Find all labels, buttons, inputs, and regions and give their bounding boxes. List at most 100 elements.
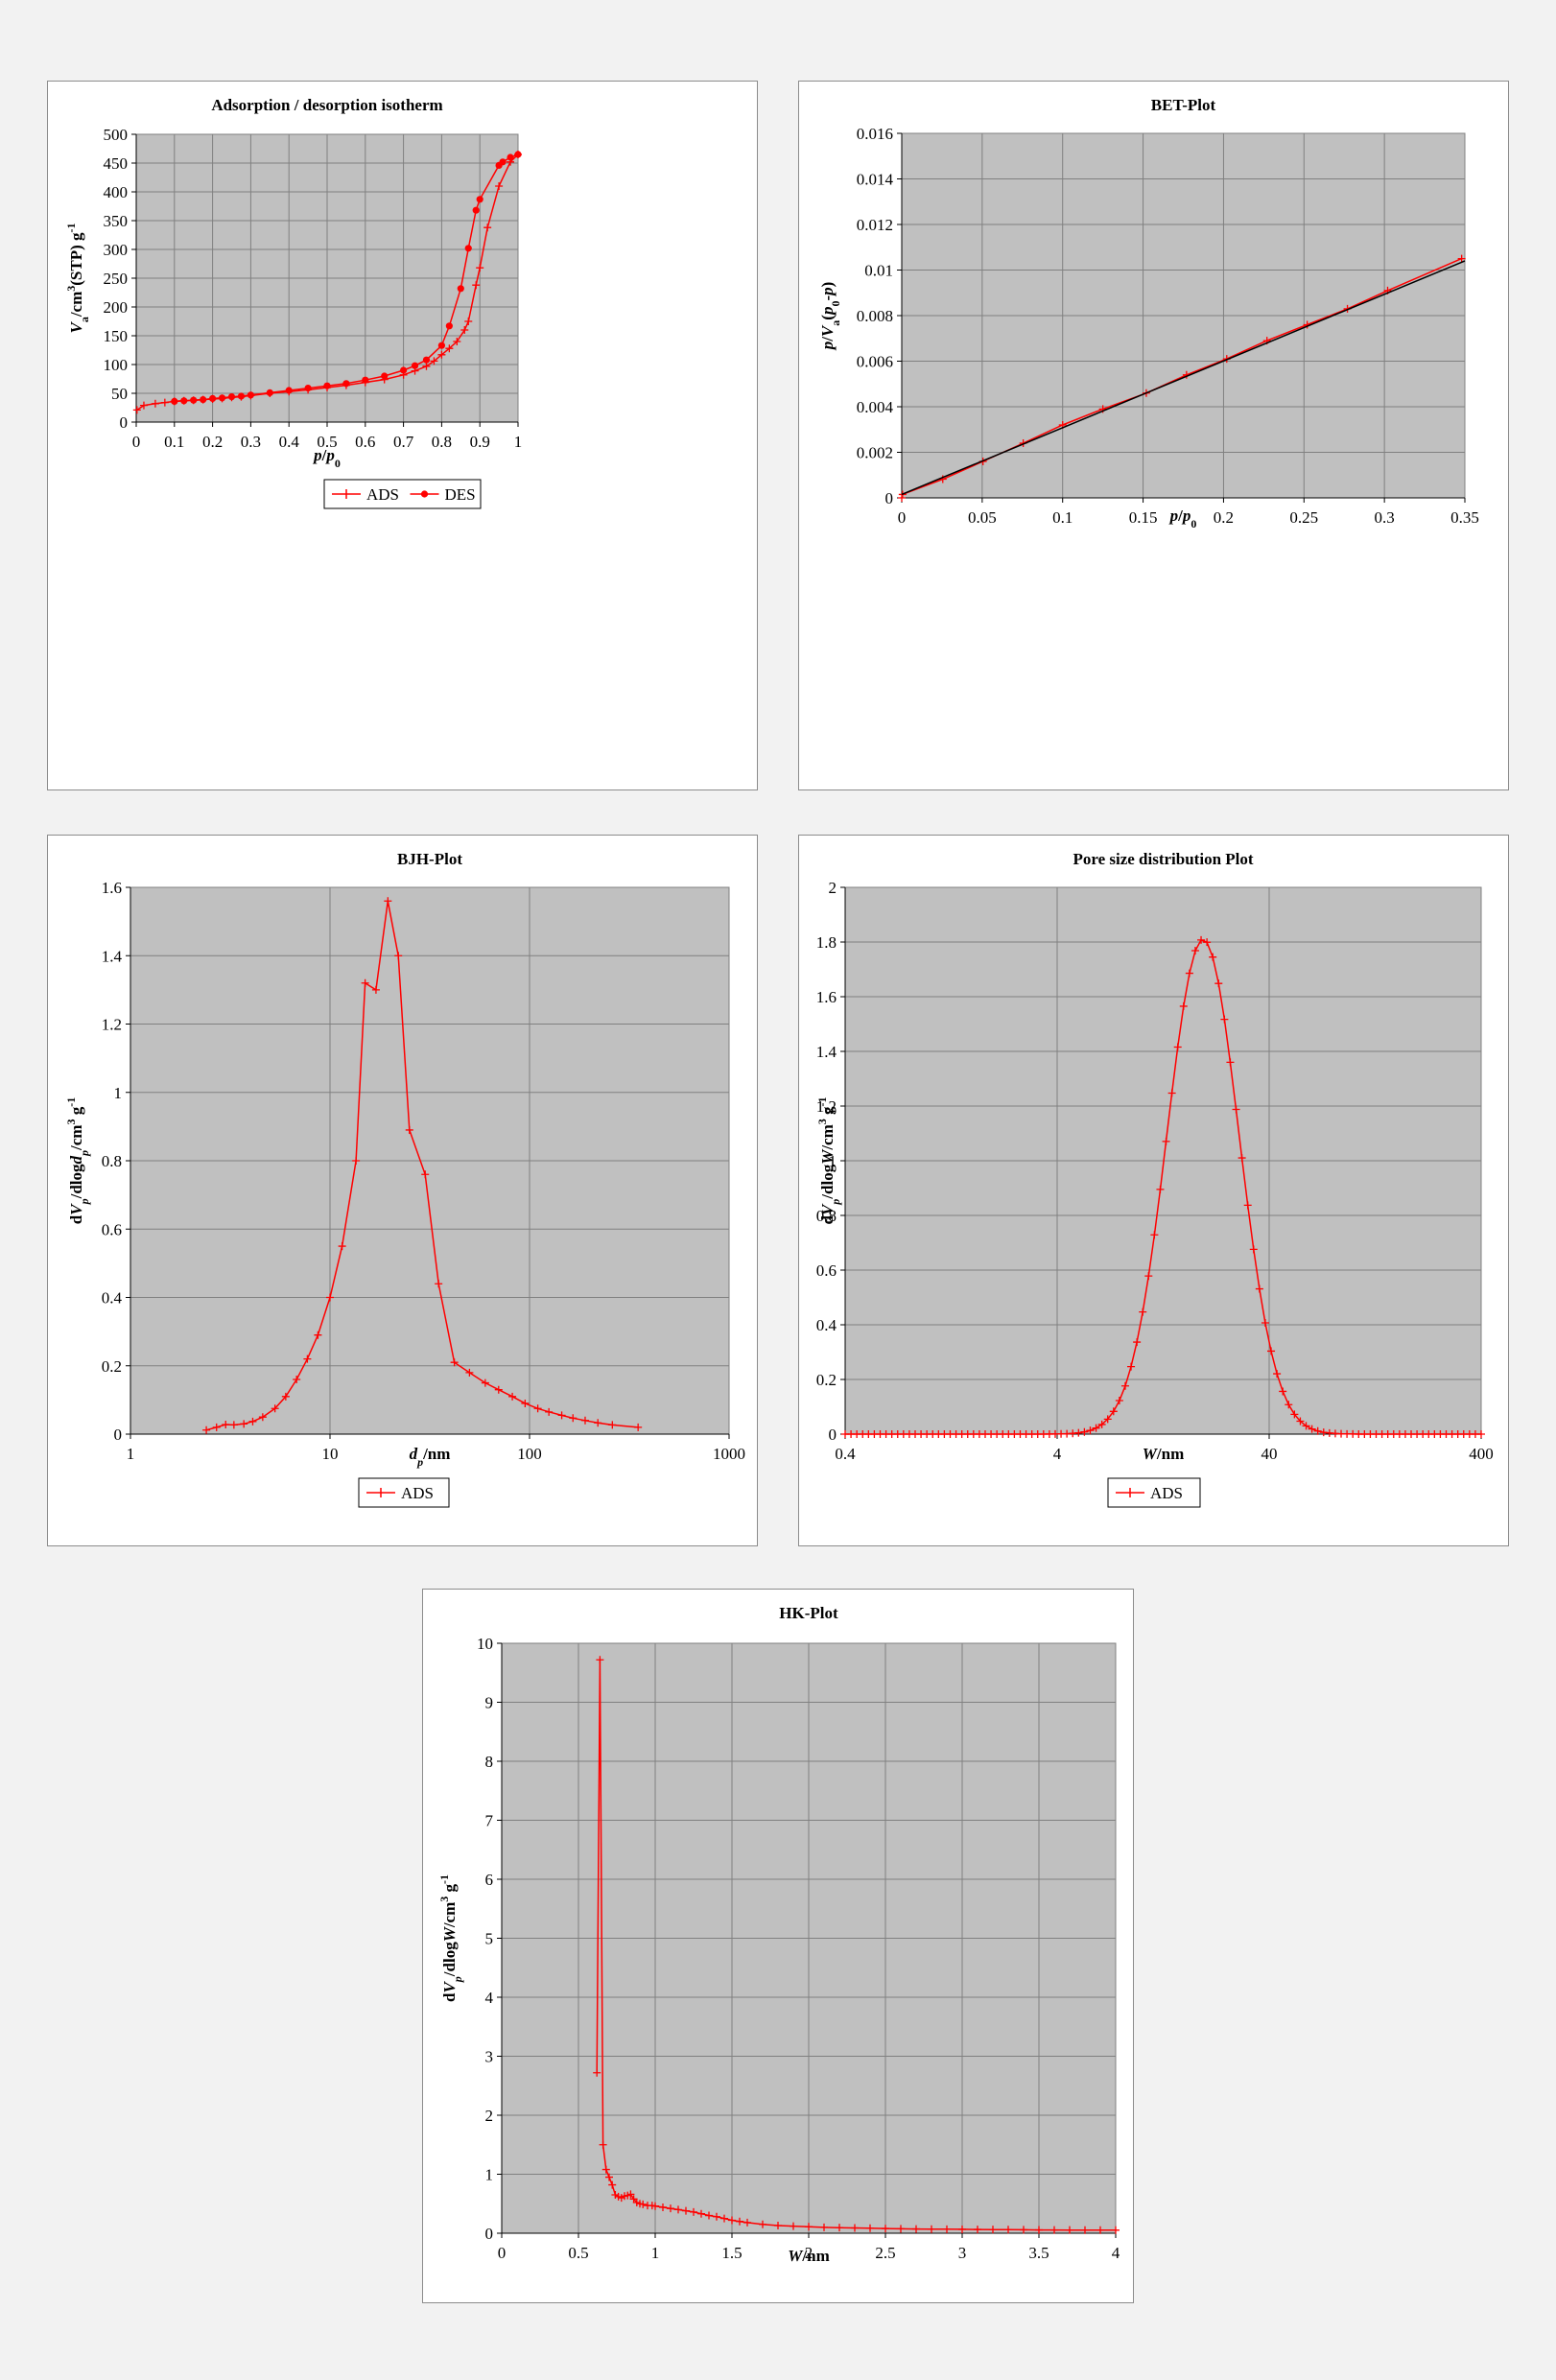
y-tick-label: 1.8	[816, 933, 837, 952]
xlabel-label: p/p0	[1168, 507, 1197, 530]
bet-chart: BET-Plot 0 0.05 0.1 0.15 0.2 0.25 0.3 0.35 0 0.002…	[818, 96, 1479, 530]
y-tick-label: 4	[485, 1989, 494, 2007]
data-point	[514, 151, 522, 158]
x-tick-label: 0.4	[279, 433, 300, 451]
legend-label: ADS	[1150, 1484, 1183, 1502]
data-point	[437, 350, 446, 359]
x-tick-label: 0.5	[568, 2244, 588, 2262]
data-point	[1313, 1426, 1322, 1435]
data-point	[464, 245, 472, 252]
data-point	[218, 394, 226, 402]
data-point	[705, 2211, 713, 2220]
data-point	[285, 387, 293, 394]
data-point	[1249, 1245, 1258, 1254]
data-point	[240, 1420, 248, 1428]
x-tick-label: 0.2	[202, 433, 223, 451]
data-point	[790, 2222, 797, 2230]
legend-marker	[420, 490, 429, 498]
data-point	[1004, 2226, 1012, 2234]
y-tick-label: 250	[104, 270, 129, 288]
data-point	[1203, 938, 1212, 947]
xlabel-label: p/p0	[312, 446, 341, 470]
y-tick-label: 1.4	[102, 947, 123, 965]
xlabel-label: W/nm	[1143, 1445, 1184, 1463]
data-point	[293, 1376, 301, 1383]
data-point	[1050, 2226, 1058, 2234]
y-tick-label: 10	[477, 1635, 493, 1653]
data-point	[545, 1407, 554, 1416]
data-point	[759, 2220, 766, 2228]
data-point	[1226, 1058, 1235, 1067]
data-point	[1035, 2226, 1043, 2234]
x-tick-label: 0.1	[1052, 508, 1073, 527]
data-point	[202, 1426, 211, 1434]
chart-title: Pore size distribution Plot	[1073, 850, 1253, 868]
data-point	[304, 385, 312, 392]
data-point	[594, 1419, 602, 1427]
data-point	[569, 1414, 578, 1423]
y-tick-label: 500	[104, 126, 129, 144]
data-point	[453, 338, 461, 345]
y-tick-label: 0.8	[102, 1152, 122, 1170]
data-point	[912, 2225, 920, 2233]
y-tick-label: 0.016	[857, 125, 893, 143]
data-point	[281, 1392, 290, 1401]
data-point	[1109, 1407, 1118, 1416]
data-point	[605, 2173, 613, 2181]
data-point	[430, 357, 438, 365]
x-tick-label: 1	[514, 433, 523, 451]
data-point	[1238, 1154, 1246, 1163]
data-point	[639, 2200, 648, 2208]
data-point	[713, 2212, 720, 2221]
y-tick-label: 0.014	[857, 171, 894, 189]
data-point	[820, 2223, 828, 2231]
data-point	[866, 2224, 874, 2232]
data-point	[1209, 953, 1217, 961]
y-tick-label: 400	[104, 183, 129, 201]
data-point	[352, 1157, 361, 1165]
data-point	[599, 2140, 607, 2149]
data-point	[1086, 1426, 1095, 1435]
data-point	[1232, 1105, 1240, 1114]
data-point	[476, 264, 484, 272]
y-tick-label: 1	[485, 2166, 494, 2184]
data-point	[651, 2202, 659, 2210]
data-point	[1477, 1430, 1485, 1438]
hk-chart: HK-Plot 0 0.5 1 1.5 2 2.5 3 3.5 4 0 1 2 3 4 5 6 7 8 9 10 W/nm…	[437, 1604, 1120, 2265]
data-point	[151, 399, 159, 408]
data-point	[445, 344, 454, 353]
x-tick-label: 0	[898, 508, 907, 527]
data-point	[1156, 1185, 1165, 1193]
data-point	[229, 1421, 238, 1429]
data-point	[323, 382, 331, 389]
x-tick-label: 2.5	[875, 2244, 895, 2262]
x-tick-label: 4	[1112, 2244, 1120, 2262]
chart-title: Adsorption / desorption isotherm	[211, 96, 442, 114]
x-tick-label: 2	[805, 2244, 813, 2262]
chart-title: BJH-Plot	[397, 850, 462, 868]
data-point	[476, 196, 483, 203]
data-point	[1296, 1417, 1305, 1426]
ylabel-label: dVp/dlogW/cm3 g-1	[815, 1096, 842, 1224]
chart-title: BET-Plot	[1151, 96, 1216, 114]
data-point	[472, 281, 481, 290]
data-point	[394, 952, 403, 960]
data-point	[697, 2209, 705, 2218]
hk-panel: HK-Plot 0 0.5 1 1.5 2 2.5 3 3.5 4 0 1 2 3 4 5 6 7 8 9 10 W/nm…	[422, 1589, 1134, 2303]
data-point	[361, 978, 369, 987]
data-point	[160, 398, 169, 407]
y-tick-label: 0.006	[857, 353, 893, 371]
data-point	[1112, 2226, 1120, 2234]
data-point	[1267, 1347, 1276, 1355]
data-point	[774, 2222, 782, 2230]
x-tick-label: 0.2	[1214, 508, 1234, 527]
y-tick-label: 350	[104, 212, 129, 230]
data-point	[928, 2225, 935, 2233]
y-tick-label: 2	[829, 879, 837, 897]
data-point	[237, 392, 246, 400]
data-point	[212, 1423, 221, 1431]
legend-label: ADS	[401, 1484, 434, 1502]
data-point	[1261, 1318, 1269, 1327]
data-point	[601, 2165, 610, 2174]
data-point	[465, 1368, 474, 1377]
